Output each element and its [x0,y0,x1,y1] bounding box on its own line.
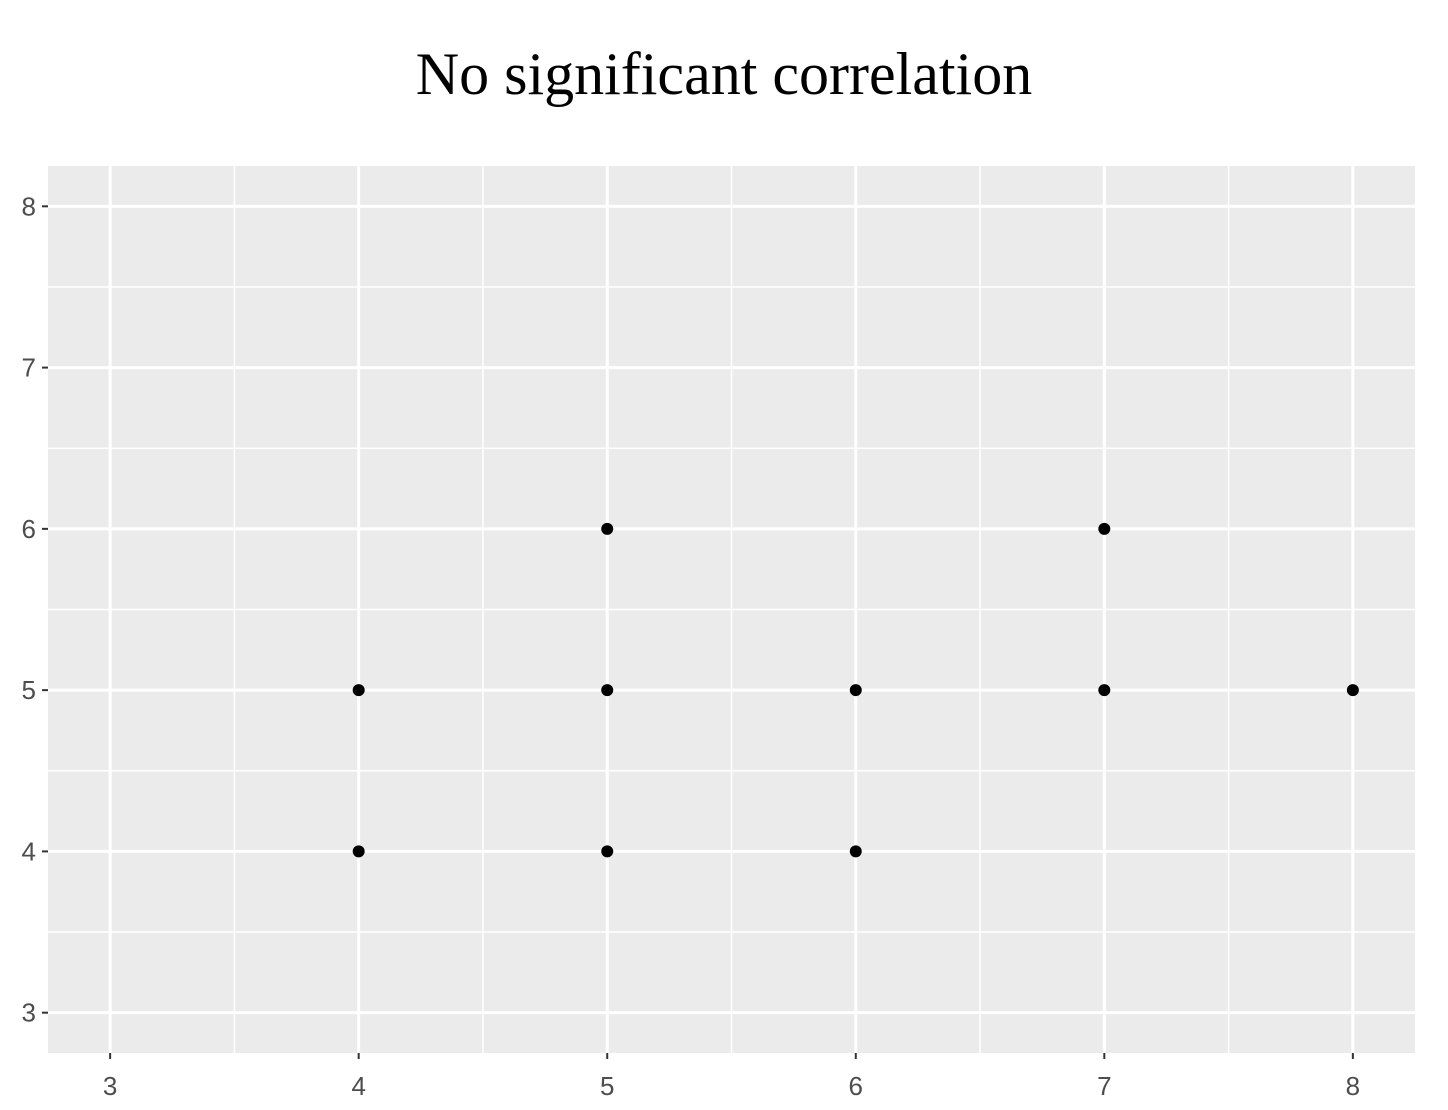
data-point [352,684,365,697]
data-point [849,684,862,697]
x-tick-label: 8 [1346,1071,1360,1101]
data-point [352,845,365,858]
data-point [1346,684,1359,697]
x-axis: 3 4 5 6 7 8 [103,1053,1360,1101]
x-tick-label: 6 [849,1071,863,1101]
data-point [601,845,614,858]
y-tick-label: 5 [22,675,36,705]
data-points [352,522,1359,858]
y-axis: 3 4 5 6 7 8 [22,191,48,1028]
x-tick-label: 7 [1097,1071,1111,1101]
y-tick-label: 8 [22,191,36,221]
y-tick-label: 6 [22,514,36,544]
data-point [849,845,862,858]
major-gridlines [48,166,1415,1053]
data-point [1098,522,1111,535]
y-tick-label: 7 [22,353,36,383]
x-tick-label: 4 [351,1071,365,1101]
x-tick-label: 3 [103,1071,117,1101]
minor-gridlines [48,166,1415,1053]
x-tick-label: 5 [600,1071,614,1101]
data-point [1098,684,1111,697]
chart-title: No significant correlation [415,41,1033,107]
data-point [601,522,614,535]
data-point [601,684,614,697]
y-tick-label: 4 [22,836,36,866]
y-tick-label: 3 [22,998,36,1028]
